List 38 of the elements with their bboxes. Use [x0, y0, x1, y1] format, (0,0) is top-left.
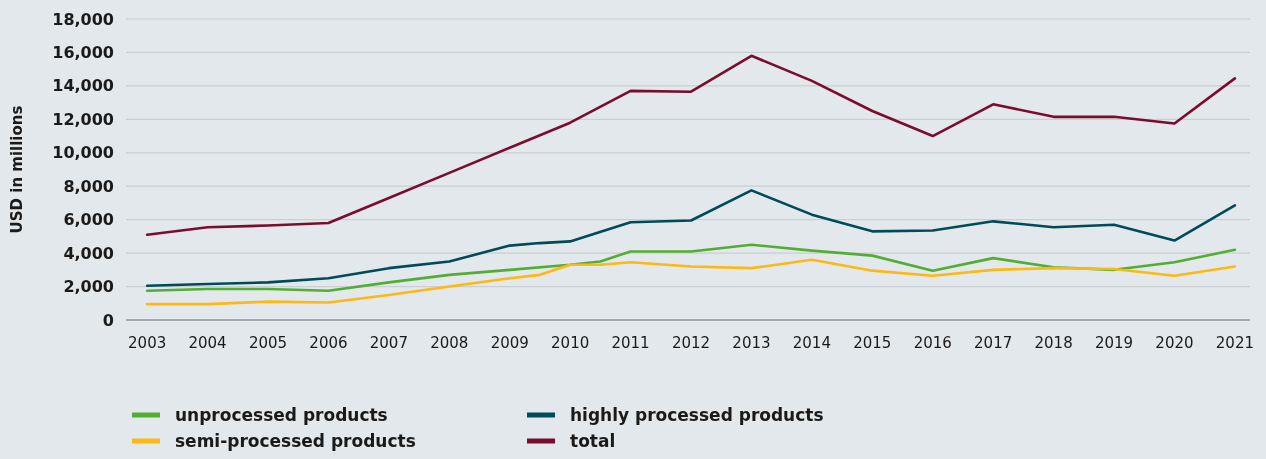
line-series	[145, 54, 1237, 237]
x-tick-label: 2015	[853, 334, 892, 352]
x-tick-label: 2005	[248, 334, 288, 352]
y-axis-title: USD in millions	[8, 105, 26, 234]
line-series	[145, 258, 1237, 306]
x-tick-label: 2019	[1094, 334, 1134, 352]
legend-label: semi-processed products	[175, 430, 416, 451]
x-tick-label: 2008	[430, 334, 469, 352]
y-tick-label: 10,000	[52, 143, 114, 163]
y-tick-label: 12,000	[52, 109, 114, 129]
x-tick-label: 2017	[974, 334, 1013, 352]
y-tick-label: 2,000	[63, 277, 114, 297]
x-tick-label: 2007	[369, 334, 408, 352]
x-tick-label: 2004	[188, 334, 227, 352]
x-tick-label: 2012	[671, 334, 711, 352]
y-tick-label: 14,000	[52, 76, 114, 96]
x-tick-label: 2010	[551, 334, 590, 352]
x-tick-label: 2018	[1034, 334, 1073, 352]
legend-label: unprocessed products	[175, 404, 388, 425]
x-tick-label: 2011	[611, 334, 650, 352]
x-tick-label: 2014	[792, 334, 831, 352]
y-tick-label: 4,000	[63, 243, 114, 263]
y-tick-label: 16,000	[52, 43, 114, 63]
y-tick-label: 8,000	[63, 176, 114, 196]
x-tick-label: 2021	[1215, 334, 1254, 352]
line-series	[145, 189, 1237, 288]
y-tick-label: 0	[102, 310, 114, 330]
x-tick-label: 2020	[1155, 334, 1194, 352]
legend-label: total	[570, 430, 616, 451]
x-tick-label: 2016	[913, 334, 952, 352]
x-tick-label: 2006	[309, 334, 348, 352]
y-tick-label: 18,000	[52, 9, 114, 29]
x-tick-label: 2003	[128, 334, 167, 352]
x-tick-label: 2013	[732, 334, 771, 352]
legend-label: highly processed products	[570, 404, 824, 425]
line-series	[145, 243, 1237, 293]
y-tick-label: 6,000	[63, 210, 114, 230]
x-tick-label: 2009	[490, 334, 529, 352]
